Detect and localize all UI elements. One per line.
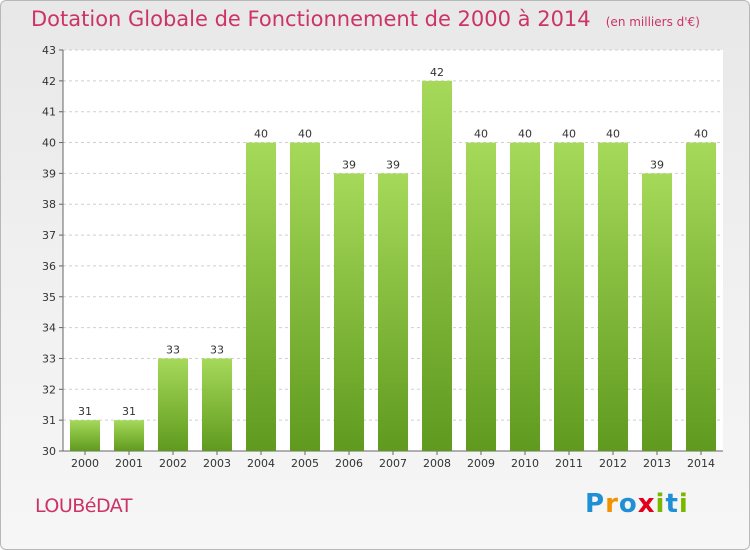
bar	[290, 142, 320, 452]
data-label: 40	[474, 128, 488, 141]
data-label: 40	[606, 128, 620, 141]
x-tick-label: 2003	[203, 457, 231, 470]
x-tick-label: 2014	[687, 457, 715, 470]
commune-name: LOUBéDAT	[35, 495, 132, 517]
bar	[686, 142, 716, 452]
bar	[158, 358, 188, 451]
y-tick-label: 35	[42, 291, 56, 304]
logo-letter: t	[665, 489, 679, 519]
y-tick-label: 38	[42, 198, 56, 211]
bar	[598, 142, 628, 452]
y-tick-label: 31	[42, 414, 56, 427]
data-label: 31	[122, 405, 136, 418]
x-tick-label: 2005	[291, 457, 319, 470]
bar	[202, 358, 232, 451]
bar	[642, 173, 672, 451]
bar	[334, 173, 364, 451]
data-label: 40	[694, 128, 708, 141]
x-tick-label: 2007	[379, 457, 407, 470]
data-label: 40	[254, 128, 268, 141]
x-tick-label: 2009	[467, 457, 495, 470]
data-label: 40	[518, 128, 532, 141]
y-tick-label: 43	[42, 44, 56, 57]
bar	[378, 173, 408, 451]
x-tick-label: 2000	[71, 457, 99, 470]
data-label: 40	[298, 128, 312, 141]
y-tick-label: 39	[42, 167, 56, 180]
bar	[422, 80, 452, 451]
x-tick-label: 2001	[115, 457, 143, 470]
y-tick-label: 30	[42, 445, 56, 458]
y-tick-label: 33	[42, 352, 56, 365]
y-tick-label: 41	[42, 106, 56, 119]
x-tick-label: 2002	[159, 457, 187, 470]
chart-subtitle: (en milliers d'€)	[605, 15, 700, 29]
bar	[510, 142, 540, 452]
y-tick-label: 40	[42, 137, 56, 150]
x-tick-label: 2008	[423, 457, 451, 470]
y-tick-label: 32	[42, 383, 56, 396]
data-label: 31	[78, 405, 92, 418]
x-tick-label: 2011	[555, 457, 583, 470]
bar	[466, 142, 496, 452]
logo-letter: i	[655, 489, 666, 519]
x-tick-label: 2006	[335, 457, 363, 470]
data-label: 42	[430, 66, 444, 79]
data-label: 39	[342, 158, 356, 171]
logo-letter: P	[585, 489, 606, 519]
bar	[114, 420, 144, 451]
data-label: 39	[650, 158, 664, 171]
x-tick-label: 2012	[599, 457, 627, 470]
data-label: 39	[386, 158, 400, 171]
logo-letter: o	[618, 489, 638, 519]
bar	[246, 142, 276, 452]
y-tick-label: 42	[42, 75, 56, 88]
data-label: 33	[210, 343, 224, 356]
data-label: 40	[562, 128, 576, 141]
data-label: 33	[166, 343, 180, 356]
logo-letter: i	[678, 489, 689, 519]
chart-title: Dotation Globale de Fonctionnement de 20…	[31, 7, 591, 31]
x-tick-label: 2004	[247, 457, 275, 470]
logo-letter: x	[637, 489, 656, 519]
logo-letter: r	[605, 489, 619, 519]
x-tick-label: 2013	[643, 457, 671, 470]
bar	[554, 142, 584, 452]
proxiti-logo: Proxiti	[585, 489, 689, 519]
y-tick-label: 36	[42, 260, 56, 273]
y-tick-label: 34	[42, 322, 56, 335]
chart-title-block: Dotation Globale de Fonctionnement de 20…	[31, 7, 700, 31]
y-tick-label: 37	[42, 229, 56, 242]
bar	[70, 420, 100, 451]
x-tick-label: 2010	[511, 457, 539, 470]
